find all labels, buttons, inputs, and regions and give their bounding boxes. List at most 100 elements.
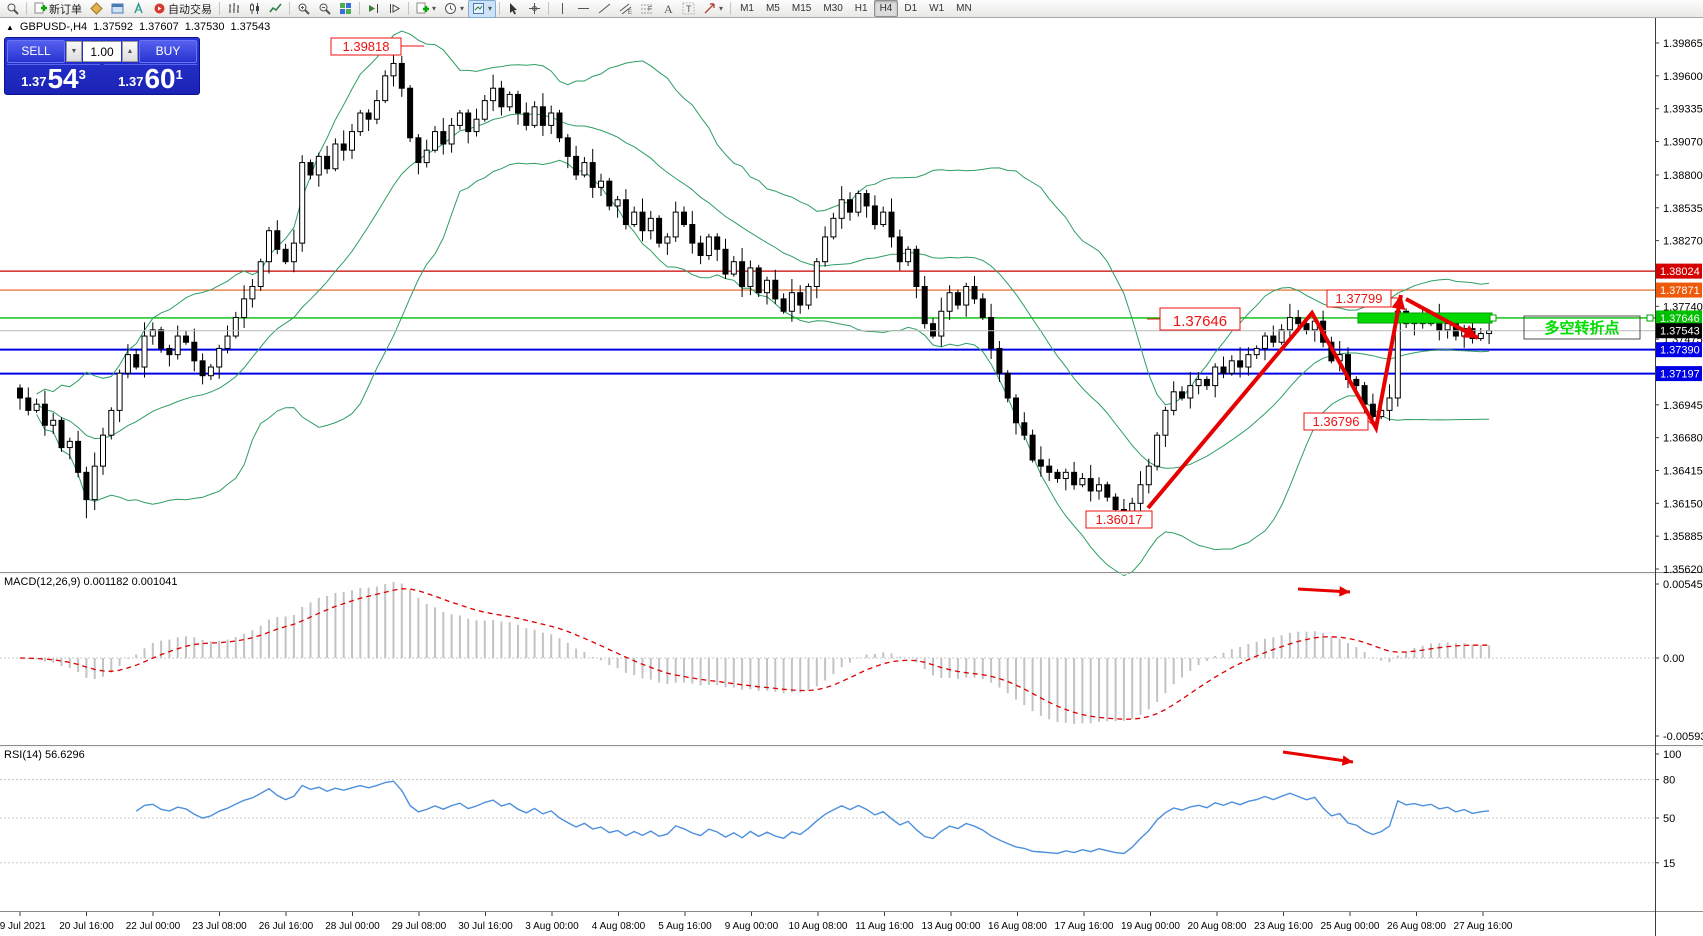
date-axis[interactable]: 19 Jul 2021 20 Jul 16:00 22 Jul 00:00 23 Ju… [0,912,1513,932]
price-annotation-box[interactable] [330,37,402,56]
object-handle[interactable] [1646,314,1654,322]
hline-button[interactable] [573,0,594,18]
chart-area[interactable]: 1.39865 1.39600 1.39335 1.39070 1.38800 1.385… [0,18,1703,936]
macd-axis-tick: 0.00 [1663,653,1684,665]
trendline-button[interactable] [594,0,615,18]
annotations[interactable]: 1.39818 1.37646 1.37799 1.36796 1.36017 多空转折点 [330,37,1654,766]
pivot-text-box[interactable] [1523,315,1641,340]
volume-down-button[interactable]: ▼ [66,41,82,62]
price-annotation-label: 1.36796 [1313,414,1360,429]
styler-button[interactable] [86,0,107,18]
toolbar-separator [289,2,290,15]
price-annotation-box[interactable] [1326,289,1392,308]
price-annotation-label: 1.37799 [1336,291,1383,306]
tf-W1-button[interactable]: W1 [929,3,945,14]
new-order-button-label: 新订单 [49,3,82,16]
price-tick: 1.38800 [1663,170,1703,182]
toolbar-separator [26,2,27,15]
signals-icon [134,2,143,14]
autotrade-icon [154,3,165,14]
toolbar-separator [359,2,360,15]
tf-H1-button[interactable]: H1 [854,3,868,14]
autotrade-button[interactable]: 自动交易 [149,0,216,18]
signals-button[interactable] [128,0,149,18]
date-tick: 5 Aug 16:00 [658,921,712,932]
rsi-axis-tick: 15 [1663,858,1675,870]
macd-arrow-head [1339,586,1350,597]
toolbar-separator [219,2,220,15]
sell-price-sup: 3 [78,67,86,82]
price-badge [1656,366,1702,382]
tf-M1-button[interactable]: M1 [740,3,754,14]
chart-shift-button[interactable] [384,0,405,18]
price-annotation-box[interactable] [1303,412,1369,431]
auto-scroll-button[interactable] [363,0,384,18]
rsi-arrow[interactable] [1282,750,1354,764]
toolbar: 新订单 自动交易 ▾ ▾ ▾ E F A T ▾ M1 M5 M15 M30 H1 H4 D1 W1 MN [0,0,1703,18]
chart-header: ▲ GBPUSD-,H4 1.37592 1.37607 1.37530 1.3… [6,21,270,33]
toolbar-separator [730,2,732,15]
tf-MN-button[interactable]: MN [956,3,972,14]
ohlc-low: 1.37530 [184,21,225,33]
tf-M15-button[interactable]: M15 [791,3,812,14]
rsi-line [135,780,1490,855]
price-annotation-box[interactable] [1159,307,1241,331]
price-annotation-box[interactable] [1085,510,1153,529]
vline-icon [562,3,564,14]
periods-button[interactable]: ▾ [440,0,468,18]
sell-price[interactable]: 1.37 54 3 [7,64,100,94]
tile-windows-button[interactable] [335,0,356,18]
hline-icon [578,8,590,9]
date-tick: 4 Aug 08:00 [592,921,646,932]
tf-M30-button[interactable]: M30 [823,3,843,14]
toolbar-separator [408,2,409,15]
profiles-button[interactable] [107,0,128,18]
date-tick: 30 Jul 16:00 [458,921,513,932]
sell-button[interactable]: SELL [7,40,65,63]
new-order-button[interactable]: 新订单 [30,0,86,18]
styler-icon [90,2,103,15]
channel-button[interactable]: E [615,0,636,18]
zoom-in-button[interactable] [293,0,314,18]
tf-H4-button[interactable]: H4 [873,0,899,17]
fibo-button[interactable]: F [636,0,657,18]
price-tick: 1.38535 [1663,203,1703,215]
volume-input[interactable]: 1.00 [83,41,121,62]
date-tick: 11 Aug 16:00 [855,921,914,932]
label-button[interactable]: T [678,0,699,18]
templates-button[interactable]: ▾ [468,0,497,18]
crosshair-button[interactable] [524,0,545,18]
bollinger-line [36,159,1490,577]
buy-price[interactable]: 1.37 60 1 [104,64,197,94]
line-chart-button[interactable] [265,0,286,18]
price-axis: 1.39865 1.39600 1.39335 1.39070 1.38800 1.385… [1655,38,1703,870]
cursor-button[interactable] [503,0,524,18]
price-badge [1656,342,1702,358]
collapse-triangle-icon[interactable]: ▲ [6,22,14,32]
tf-M5-button[interactable]: M5 [765,3,780,14]
text-button[interactable]: A [657,0,678,18]
vline-button[interactable] [552,0,573,18]
bar-chart-button[interactable] [223,0,244,18]
zoom-icon [7,3,19,15]
candle-chart-button[interactable] [244,0,265,18]
magnifier-button[interactable] [2,0,23,18]
buy-button[interactable]: BUY [139,40,197,63]
crosshair-icon [529,3,541,14]
indicators-button[interactable]: ▾ [412,0,440,18]
zoomin-icon [298,3,310,15]
tf-D1-button[interactable]: D1 [904,3,918,14]
volume-up-button[interactable]: ▲ [122,41,138,62]
textA-icon: A [664,2,673,15]
date-tick: 20 Jul 16:00 [59,921,114,932]
shapes-button[interactable]: ▾ [699,0,727,18]
template-icon [473,3,485,14]
price-tick: 1.36415 [1663,465,1703,477]
macd-label: MACD(12,26,9) 0.001182 0.001041 [4,576,178,588]
date-tick: 23 Jul 08:00 [192,921,247,932]
zoom-out-button[interactable] [314,0,335,18]
zigzag-arrow[interactable] [1146,294,1403,510]
green-zone-bar[interactable] [1357,312,1493,324]
object-handle[interactable] [1489,314,1497,322]
